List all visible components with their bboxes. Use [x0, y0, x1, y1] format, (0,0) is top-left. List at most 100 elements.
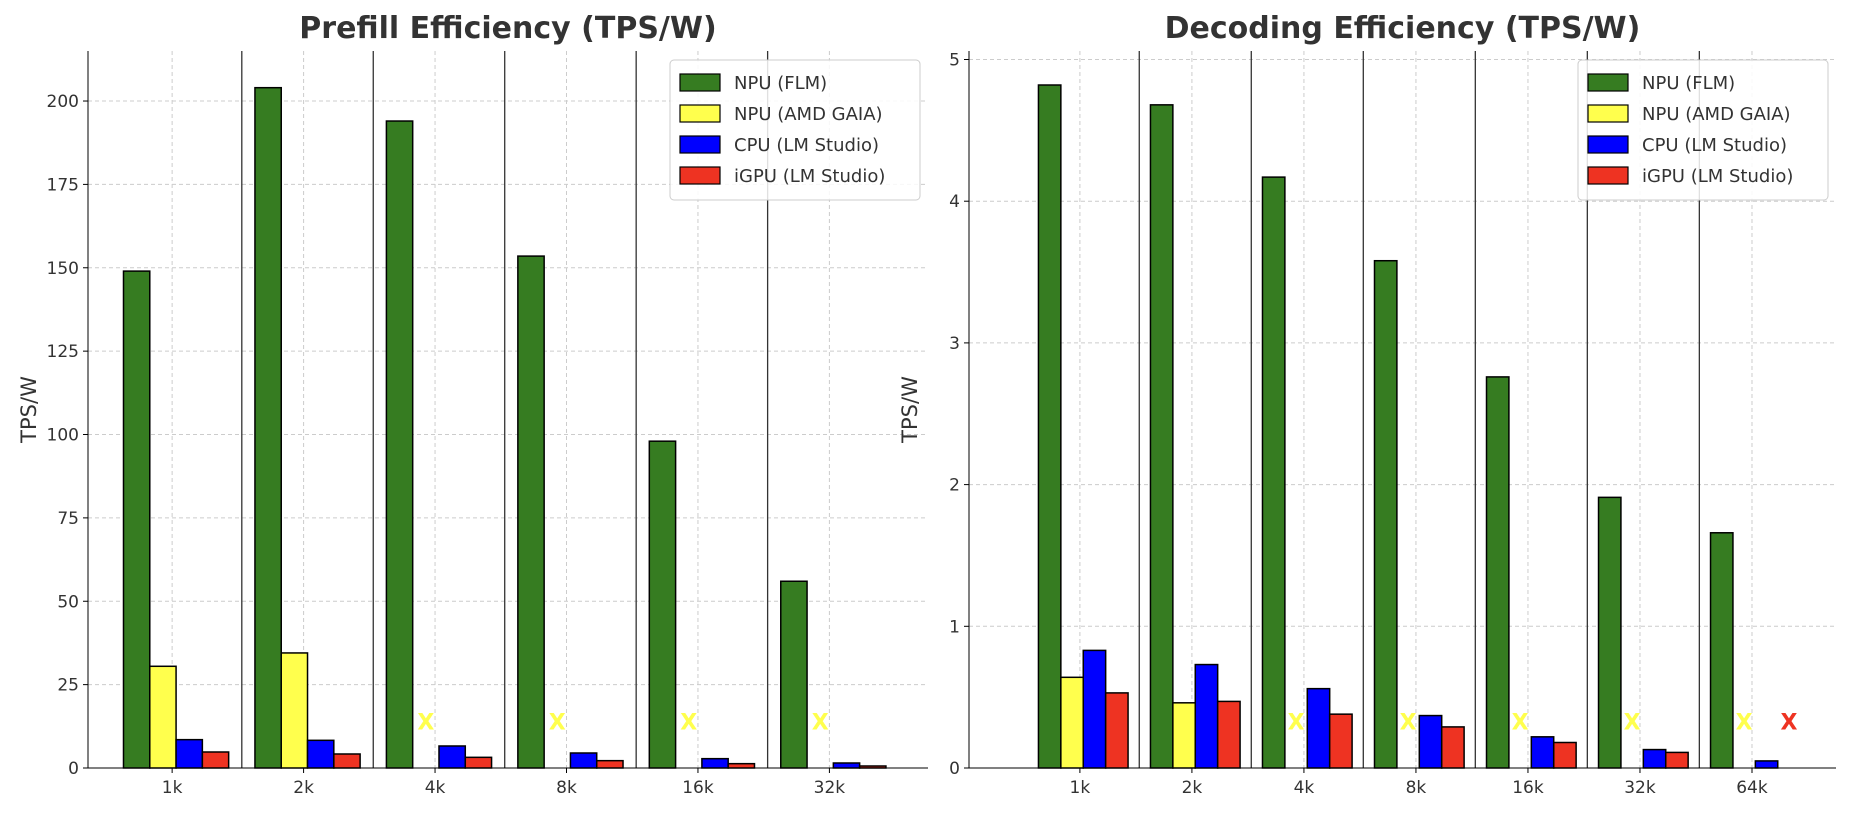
bar-cpu-lm-studio--2k: [306, 739, 335, 769]
legend-swatch: [1587, 73, 1629, 92]
bar-npu-flm--1k: [122, 270, 151, 769]
x-tick-label: 16k: [682, 778, 714, 798]
y-tick-label: 3: [949, 334, 960, 354]
bar-cpu-lm-studio--64k: [1754, 760, 1779, 769]
bar-igpu-lm-studio--32k: [1664, 751, 1689, 769]
chart-panel-2: 0 1 2 3 4 5 1k 2k 4k 8k 16k 32k 64k X X X X X X Decoding Ef…: [898, 11, 1836, 798]
bar-cpu-lm-studio--1k: [175, 738, 204, 769]
y-tick-label: 175: [47, 175, 79, 195]
bar-npu-amd-gaia--2k: [1172, 702, 1197, 769]
y-axis-label: TPS/W: [17, 376, 41, 444]
x-tick-label: 32k: [814, 778, 846, 798]
x-tick-label: 16k: [1512, 778, 1544, 798]
legend-swatch: [679, 104, 721, 123]
bar-cpu-lm-studio--16k: [1530, 736, 1555, 769]
legend-swatch: [1587, 166, 1629, 185]
missing-marker: X: [680, 710, 697, 735]
y-tick-label: 5: [949, 51, 960, 71]
bar-igpu-lm-studio--4k: [1328, 713, 1353, 769]
chart-title: Decoding Efficiency (TPS/W): [1165, 11, 1641, 46]
missing-marker: X: [1736, 710, 1753, 735]
bar-npu-flm--8k: [1373, 259, 1398, 769]
legend-swatch: [1587, 104, 1629, 123]
bar-npu-flm--4k: [1261, 176, 1286, 769]
bar-igpu-lm-studio--2k: [1216, 700, 1241, 769]
legend-swatch: [679, 135, 721, 154]
y-tick-label: 100: [47, 426, 79, 446]
bar-npu-flm--2k: [254, 86, 282, 769]
bar-npu-flm--32k: [780, 580, 808, 769]
y-axis-label: TPS/W: [898, 376, 922, 444]
bar-igpu-lm-studio--4k: [464, 756, 493, 769]
chart-panel-1: 0 25 50 75 100 125 150 175 200 1k 2k 4k 8k 16k 32k X X X X…: [17, 11, 928, 798]
bar-cpu-lm-studio--2k: [1194, 663, 1219, 769]
bar-npu-amd-gaia--1k: [1060, 676, 1085, 769]
bar-cpu-lm-studio--4k: [438, 745, 467, 769]
legend: NPU (FLM) NPU (AMD GAIA) CPU (LM Studio) iG…: [669, 59, 921, 201]
bar-npu-flm--4k: [385, 120, 414, 769]
bar-igpu-lm-studio--16k: [1552, 741, 1577, 769]
y-tick-label: 200: [47, 92, 79, 112]
bar-npu-flm--32k: [1597, 496, 1622, 769]
bar-cpu-lm-studio--32k: [832, 762, 861, 769]
y-tick-label: 4: [949, 192, 960, 212]
legend-label: CPU (LM Studio): [1642, 135, 1787, 156]
y-tick-label: 0: [949, 759, 960, 779]
bar-cpu-lm-studio--4k: [1306, 687, 1331, 769]
bar-npu-amd-gaia--1k: [149, 665, 177, 769]
bar-npu-flm--16k: [648, 440, 677, 769]
x-tick-label: 64k: [1736, 778, 1768, 798]
x-tick-label: 4k: [1294, 778, 1315, 798]
missing-marker: X: [549, 710, 566, 735]
y-tick-label: 75: [57, 509, 79, 529]
legend: NPU (FLM) NPU (AMD GAIA) CPU (LM Studio) iG…: [1577, 59, 1829, 201]
bar-cpu-lm-studio--32k: [1642, 748, 1667, 769]
x-tick-label: 2k: [1182, 778, 1203, 798]
missing-marker: X: [812, 710, 829, 735]
x-tick-label: 8k: [1406, 778, 1427, 798]
bar-cpu-lm-studio--8k: [1418, 714, 1443, 769]
y-tick-label: 25: [57, 676, 79, 696]
y-tick-label: 50: [57, 592, 79, 612]
bar-cpu-lm-studio--8k: [569, 752, 598, 769]
y-tick-label: 2: [949, 476, 960, 496]
missing-marker: X: [417, 710, 434, 735]
missing-marker: X: [1512, 710, 1529, 735]
legend-box: [669, 59, 921, 201]
legend-label: CPU (LM Studio): [734, 135, 879, 156]
bar-igpu-lm-studio--2k: [333, 753, 361, 769]
bar-cpu-lm-studio--16k: [701, 757, 729, 769]
x-tick-label: 1k: [162, 778, 183, 798]
legend-label: NPU (AMD GAIA): [734, 104, 883, 125]
missing-marker: X: [1288, 710, 1305, 735]
x-tick-label: 2k: [293, 778, 314, 798]
bar-npu-amd-gaia--2k: [280, 652, 309, 769]
y-tick-label: 125: [47, 342, 79, 362]
legend-swatch: [1587, 135, 1629, 154]
chart-title: Prefill Efficiency (TPS/W): [299, 11, 716, 46]
x-tick-label: 32k: [1624, 778, 1656, 798]
missing-marker: X: [1624, 710, 1641, 735]
bar-npu-flm--64k: [1709, 532, 1734, 769]
legend-swatch: [679, 73, 721, 92]
bar-cpu-lm-studio--1k: [1082, 649, 1107, 769]
y-tick-label: 0: [68, 759, 79, 779]
bar-npu-flm--16k: [1485, 376, 1510, 769]
bar-igpu-lm-studio--8k: [595, 759, 624, 769]
legend-label: NPU (FLM): [734, 73, 827, 94]
missing-marker: X: [1780, 710, 1797, 735]
y-tick-label: 150: [47, 259, 79, 279]
legend-label: NPU (FLM): [1642, 73, 1735, 94]
legend-label: iGPU (LM Studio): [734, 166, 885, 187]
bar-igpu-lm-studio--1k: [1104, 692, 1129, 769]
x-tick-label: 4k: [425, 778, 446, 798]
bar-npu-flm--8k: [517, 255, 545, 769]
missing-marker: X: [1400, 710, 1417, 735]
y-tick-label: 1: [949, 617, 960, 637]
legend-label: iGPU (LM Studio): [1642, 166, 1793, 187]
bar-igpu-lm-studio--8k: [1440, 726, 1465, 769]
x-tick-label: 8k: [556, 778, 577, 798]
bar-igpu-lm-studio--1k: [201, 751, 230, 769]
legend-swatch: [679, 166, 721, 185]
